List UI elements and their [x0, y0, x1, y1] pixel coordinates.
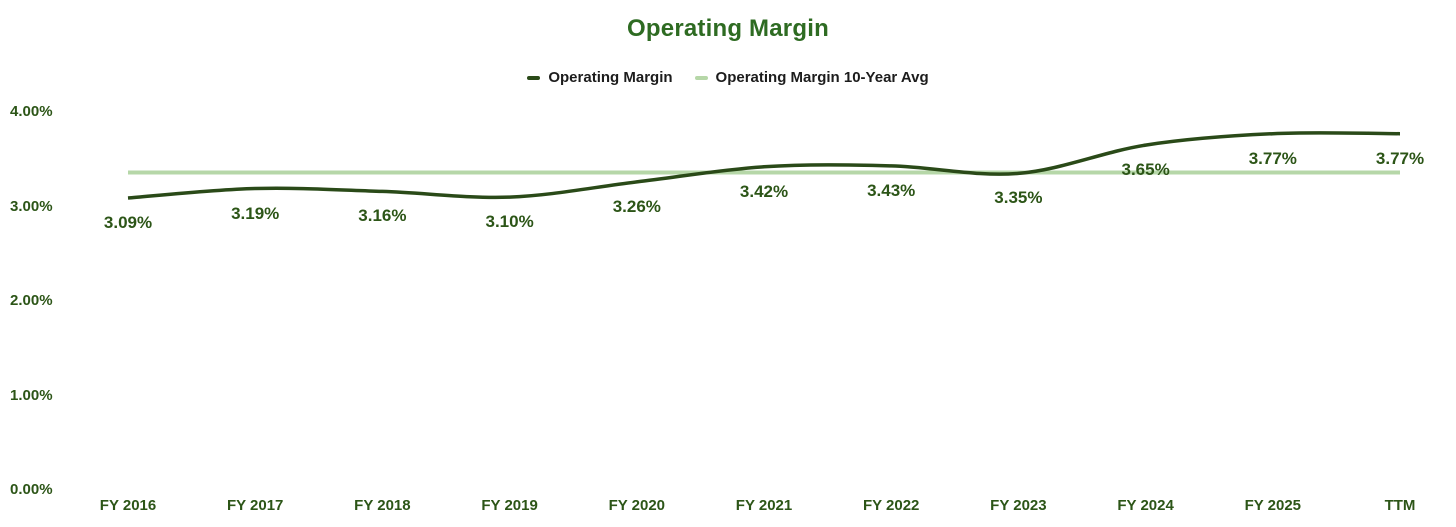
x-axis-label: FY 2017	[226, 497, 284, 514]
x-axis-label: FY 2016	[99, 497, 157, 514]
data-label: 3.65%	[1121, 160, 1170, 180]
x-axis-label: FY 2022	[862, 497, 920, 514]
legend-swatch-operating-margin	[527, 75, 541, 80]
x-axis-label: FY 2019	[481, 497, 538, 514]
y-tick-label: 0.00%	[10, 481, 53, 498]
data-label: 3.43%	[867, 180, 916, 200]
data-label: 3.26%	[612, 196, 661, 216]
data-label: 3.09%	[103, 212, 153, 232]
data-label: 3.35%	[994, 188, 1043, 208]
data-label: 3.77%	[1375, 148, 1425, 168]
data-label: 3.77%	[1248, 148, 1297, 168]
y-tick-label: 3.00%	[10, 197, 53, 215]
chart-legend: Operating Margin Operating Margin 10-Yea…	[0, 69, 1456, 86]
data-label: 3.19%	[231, 203, 280, 223]
legend-label-10-year-avg: Operating Margin 10-Year Avg	[715, 69, 929, 86]
y-tick-label: 1.00%	[10, 386, 53, 404]
x-axis-label: FY 2025	[1244, 497, 1302, 514]
legend-label-operating-margin: Operating Margin	[548, 69, 673, 86]
legend-item-10-year-avg[interactable]: Operating Margin 10-Year Avg	[694, 69, 929, 86]
legend-item-operating-margin[interactable]: Operating Margin	[527, 69, 673, 86]
data-label: 3.16%	[358, 206, 407, 226]
data-label: 3.42%	[739, 181, 789, 201]
y-tick-label: 4.00%	[10, 103, 53, 120]
data-label: 3.10%	[485, 212, 534, 232]
y-tick-label: 2.00%	[10, 292, 53, 309]
x-axis-label: FY 2021	[735, 497, 793, 514]
x-axis-label: FY 2020	[608, 497, 666, 514]
legend-swatch-10-year-avg	[694, 75, 708, 80]
x-axis-label: FY 2018	[354, 497, 411, 514]
series-line-operating-margin[interactable]	[127, 131, 1401, 200]
x-axis-label: TTM	[1384, 497, 1416, 514]
chart-title: Operating Margin	[627, 15, 829, 42]
x-axis-label: FY 2024	[1117, 497, 1174, 514]
x-axis-label: FY 2023	[990, 497, 1047, 514]
